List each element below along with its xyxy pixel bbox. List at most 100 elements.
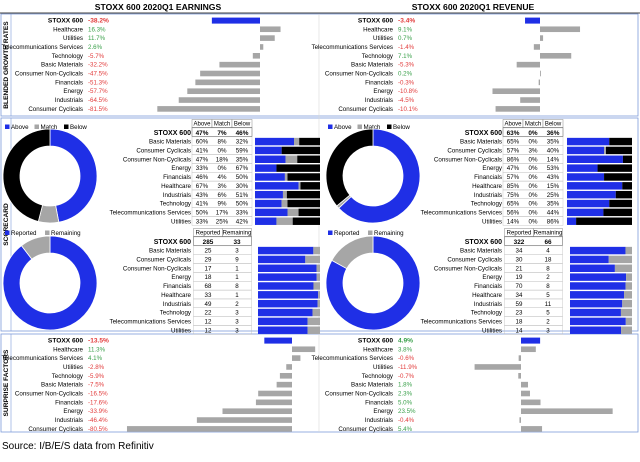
column-header-reported: Reported	[196, 231, 221, 237]
bar-technology	[279, 373, 292, 379]
sector-label: Consumer Cyclicals	[136, 257, 191, 264]
section-label-scorecard: SCORECARD	[3, 203, 10, 246]
column-header-match: Match	[214, 122, 230, 128]
table-cell: 3	[235, 318, 239, 325]
stacked-bar-remaining-energy	[316, 273, 320, 281]
value-label: 11.3%	[88, 346, 106, 353]
sector-label: Industrials	[365, 417, 393, 424]
stacked-bar-remaining-industrials	[317, 299, 320, 308]
revenue-title: STOXX 600 2020Q1 REVENUE	[412, 2, 535, 12]
table-cell: 14%	[507, 218, 520, 225]
table-cell: 43%	[196, 192, 209, 199]
bar-industrials	[520, 97, 540, 103]
sector-label: Consumer Cyclicals	[447, 257, 502, 264]
sector-label: Healthcare	[472, 292, 502, 299]
table-cell: 30%	[236, 183, 249, 190]
stacked-bar-reported-healthcare	[570, 291, 625, 299]
sector-label: Consumer Cyclicals	[338, 106, 393, 113]
bar-healthcare	[260, 26, 281, 33]
sector-label: Consumer Non-Cyclicals	[434, 265, 502, 272]
stacked-bar-below-consumer-non-cyclicals	[297, 155, 320, 163]
table-cell: 41%	[196, 148, 209, 155]
total-row-box	[502, 127, 564, 137]
stacked-bar-below-healthcare	[622, 182, 632, 190]
value-label: 5.0%	[398, 399, 413, 406]
sector-label: Industrials	[55, 417, 83, 424]
value-label: -0.7%	[398, 373, 415, 380]
table-cell: 8%	[218, 139, 227, 146]
legend-swatch-remaining	[45, 230, 50, 235]
sector-label: Energy	[373, 88, 394, 95]
bar-consumer-cyclicals	[521, 426, 543, 432]
table-cell: 1	[235, 265, 239, 272]
source-note: Source: I/B/E/S data from Refinitiv	[2, 441, 154, 452]
bar-telecommunications-services	[518, 355, 521, 361]
sector-label: Healthcare	[161, 292, 191, 299]
stacked-bar-below-technology	[609, 199, 632, 208]
legend-swatch-above	[5, 124, 10, 129]
stacked-bar-below-technology	[287, 199, 320, 208]
table-cell: 35%	[547, 201, 560, 208]
stacked-bar-reported-technology	[258, 308, 313, 317]
sector-label: Industrials	[365, 97, 393, 104]
total-label: STOXX 600	[358, 337, 393, 344]
stacked-bar-reported-consumer-non-cyclicals	[570, 264, 615, 272]
stacked-bar-below-utilities	[292, 217, 320, 225]
stacked-bar-reported-industrials	[258, 299, 318, 308]
total-cell: 7%	[217, 130, 227, 137]
table-cell: 9%	[218, 201, 227, 208]
table-cell: 50%	[196, 209, 209, 216]
sector-label: Healthcare	[53, 26, 83, 33]
table-cell: 14%	[547, 156, 560, 163]
sector-label: Utilities	[373, 35, 393, 42]
value-label: -7.5%	[88, 382, 105, 389]
bar-consumer-cyclicals	[126, 426, 292, 432]
sector-label: Utilities	[482, 327, 502, 334]
stacked-bar-below-energy	[276, 164, 320, 172]
total-row-box	[193, 236, 252, 246]
bar-consumer-cyclicals	[495, 106, 540, 112]
value-label: -17.6%	[88, 399, 108, 406]
column-header-remaining: Remaining	[223, 231, 252, 237]
stacked-bar-reported-basic-materials	[570, 246, 626, 255]
earnings-donut-slice-2	[2, 128, 51, 223]
sector-label: Energy	[63, 88, 84, 95]
column-header-above: Above	[193, 122, 211, 128]
sector-label: Energy	[63, 408, 84, 415]
sector-label: Technology	[471, 201, 503, 208]
bar-consumer-non-cyclicals	[540, 70, 541, 77]
sector-label: Utilities	[373, 364, 393, 371]
table-cell: 32%	[236, 139, 249, 146]
table-cell: 3%	[529, 148, 538, 155]
value-label: -3.4%	[398, 17, 415, 24]
stacked-bar-below-consumer-cyclicals	[606, 146, 632, 155]
table-cell: 86%	[507, 156, 520, 163]
sector-label: Financials	[55, 399, 83, 406]
sector-label: Utilities	[171, 327, 191, 334]
header-cell	[231, 119, 253, 128]
value-label: 2.3%	[398, 391, 413, 398]
total-label: STOXX 600	[358, 17, 393, 24]
stacked-bar-reported-technology	[570, 308, 621, 317]
sector-label: Consumer Cyclicals	[447, 148, 502, 155]
sector-label: Technology	[362, 53, 394, 60]
sector-label: Consumer Cyclicals	[136, 148, 191, 155]
sector-label: Healthcare	[53, 346, 83, 353]
stacked-bar-remaining-industrials	[622, 299, 632, 308]
value-label: -11.9%	[398, 364, 418, 371]
section-label-surprise: SURPRISE FACTORS	[3, 349, 10, 417]
table-cell: 12	[205, 327, 212, 334]
legend-swatch-above	[328, 124, 333, 129]
table-cell: 23	[516, 310, 523, 317]
table-cell: 5	[546, 292, 550, 299]
stacked-bar-match-financials	[284, 173, 288, 181]
stacked-bar-above-consumer-non-cyclicals	[567, 155, 623, 163]
table-cell: 34	[516, 292, 523, 299]
sector-label: Telecommunications Services	[421, 209, 503, 216]
stacked-bar-above-telecommunications-services	[567, 208, 604, 217]
sector-label: Consumer Cyclicals	[338, 426, 393, 433]
sector-label: Technology	[160, 201, 192, 208]
stacked-bar-match-telecommunications-services	[287, 208, 299, 217]
stacked-bar-remaining-energy	[626, 273, 632, 281]
